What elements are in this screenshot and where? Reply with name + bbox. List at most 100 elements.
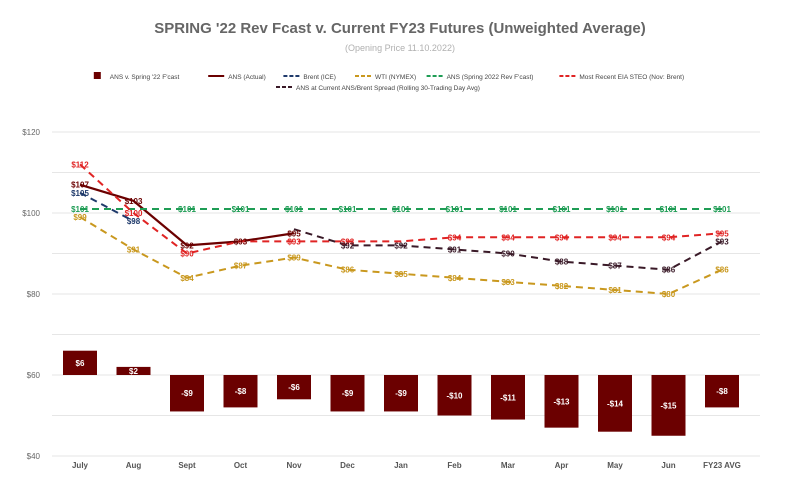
point-data-label: $101 xyxy=(392,205,410,214)
point-data-label: $112 xyxy=(71,160,89,169)
series-line-most-recent-eia-steo-nov-brent xyxy=(79,163,723,255)
series-line-ans-at-current-ans-brent-spread-rolling-30-trading-day-avg xyxy=(293,228,723,271)
x-tick-label: Aug xyxy=(126,461,142,470)
bar-data-label: -$9 xyxy=(395,389,407,398)
legend-swatch xyxy=(93,72,101,79)
x-tick-label: Sept xyxy=(178,461,196,470)
point-data-label: $86 xyxy=(662,266,676,275)
legend-item-ans-v-spring-22-f-cast: ANS v. Spring '22 F'cast xyxy=(93,72,180,81)
bar-data-label: -$8 xyxy=(716,387,728,396)
bar-data-label: -$10 xyxy=(446,391,463,400)
point-data-label: $99 xyxy=(73,213,87,222)
legend-label: ANS (Actual) xyxy=(228,74,266,81)
point-data-label: $101 xyxy=(71,205,89,214)
bar xyxy=(63,350,97,375)
bar xyxy=(651,375,686,436)
bar xyxy=(598,375,632,432)
point-data-label: $101 xyxy=(232,205,250,214)
x-tick-label: FY23 AVG xyxy=(703,461,741,470)
bar xyxy=(384,375,418,412)
point-data-label: $100 xyxy=(125,209,143,218)
point-data-label: $93 xyxy=(234,237,248,246)
point-data-label: $93 xyxy=(341,237,355,246)
bar xyxy=(705,375,739,408)
chart-subtitle: (Opening Price 11.10.2022) xyxy=(345,43,455,53)
point-data-label: $101 xyxy=(446,205,464,214)
point-data-label: $84 xyxy=(180,274,194,283)
point-data-label: $92 xyxy=(394,241,408,250)
point-data-label: $88 xyxy=(555,258,569,267)
legend-label: ANS (Spring 2022 Rev F'cast) xyxy=(447,74,534,81)
bar-data-label: -$6 xyxy=(288,383,300,392)
point-data-label: $93 xyxy=(287,237,301,246)
series-line-brent-ice xyxy=(79,191,134,222)
bar-series xyxy=(63,350,739,436)
point-data-label: $107 xyxy=(71,181,89,190)
bar-data-label: -$13 xyxy=(553,397,570,406)
point-data-label: $91 xyxy=(448,245,462,254)
bar xyxy=(277,375,311,400)
x-tick-label: July xyxy=(72,461,89,470)
point-data-label: $81 xyxy=(608,286,622,295)
point-data-label: $92 xyxy=(180,241,194,250)
y-axis: $40 $60 $80 $100 $120 xyxy=(22,128,40,461)
legend-label: Brent (ICE) xyxy=(303,74,336,81)
x-tick-label: Feb xyxy=(447,461,461,470)
y-tick-label: $80 xyxy=(27,290,41,299)
legend-label: ANS v. Spring '22 F'cast xyxy=(110,74,180,81)
bar xyxy=(330,375,365,412)
point-data-label: $89 xyxy=(287,254,301,263)
point-data-label: $101 xyxy=(553,205,571,214)
y-tick-label: $60 xyxy=(27,371,41,380)
bar xyxy=(223,375,258,408)
point-data-label: $94 xyxy=(501,233,515,242)
point-data-label: $84 xyxy=(448,274,462,283)
bar xyxy=(116,366,151,375)
x-tick-label: Jun xyxy=(661,461,675,470)
line-series xyxy=(79,163,723,295)
bar-data-label: -$15 xyxy=(660,401,677,410)
point-data-label: $94 xyxy=(662,233,676,242)
point-data-label: $93 xyxy=(715,237,729,246)
point-data-label: $95 xyxy=(715,229,729,238)
point-data-label: $92 xyxy=(341,241,355,250)
point-data-label: $94 xyxy=(608,233,622,242)
point-data-label: $101 xyxy=(178,205,196,214)
point-data-label: $90 xyxy=(501,250,515,259)
bar xyxy=(491,375,525,420)
legend-label: WTI (NYMEX) xyxy=(375,74,416,81)
bar-data-label: $2 xyxy=(129,367,138,376)
chart-title: SPRING '22 Rev Fcast v. Current FY23 Fut… xyxy=(154,20,646,37)
point-data-label: $101 xyxy=(339,205,357,214)
point-data-label: $91 xyxy=(127,245,141,254)
point-data-label: $101 xyxy=(660,205,678,214)
legend: ANS v. Spring '22 F'cast ANS (Actual) Bren… xyxy=(93,72,684,92)
bar-data-label: -$8 xyxy=(235,387,247,396)
point-data-label: $87 xyxy=(608,262,622,271)
y-tick-label: $120 xyxy=(22,128,40,137)
point-data-label: $98 xyxy=(127,217,141,226)
point-data-label: $82 xyxy=(555,282,569,291)
legend-item-wti-nymex: WTI (NYMEX) xyxy=(355,74,416,81)
point-data-label: $90 xyxy=(180,250,194,259)
point-data-label: $94 xyxy=(448,233,462,242)
bar-data-label: -$9 xyxy=(342,389,354,398)
point-data-label: $103 xyxy=(125,197,143,206)
y-tick-label: $100 xyxy=(22,209,40,218)
legend-item-most-recent-eia-steo-nov-brent: Most Recent EIA STEO (Nov: Brent) xyxy=(559,74,684,81)
legend-item-brent-ice: Brent (ICE) xyxy=(283,74,336,81)
point-data-label: $95 xyxy=(287,229,301,238)
legend-label: ANS at Current ANS/Brent Spread (Rolling… xyxy=(296,85,480,92)
point-data-label: $85 xyxy=(394,270,408,279)
y-tick-label: $40 xyxy=(27,452,41,461)
point-data-label: $101 xyxy=(713,205,731,214)
legend-item-ans-at-current-ans-brent-spread-rolling-30-trading-day-avg: ANS at Current ANS/Brent Spread (Rolling… xyxy=(276,85,480,92)
data-labels: $6 $2 -$9 -$8 -$6 -$9 -$9 -$10 -$11 -$13 -$14 -$15 -… xyxy=(71,160,731,410)
point-data-label: $101 xyxy=(499,205,517,214)
point-data-label: $94 xyxy=(555,233,569,242)
x-tick-label: Dec xyxy=(340,461,355,470)
bar-data-label: -$9 xyxy=(181,389,193,398)
point-data-label: $83 xyxy=(501,278,515,287)
